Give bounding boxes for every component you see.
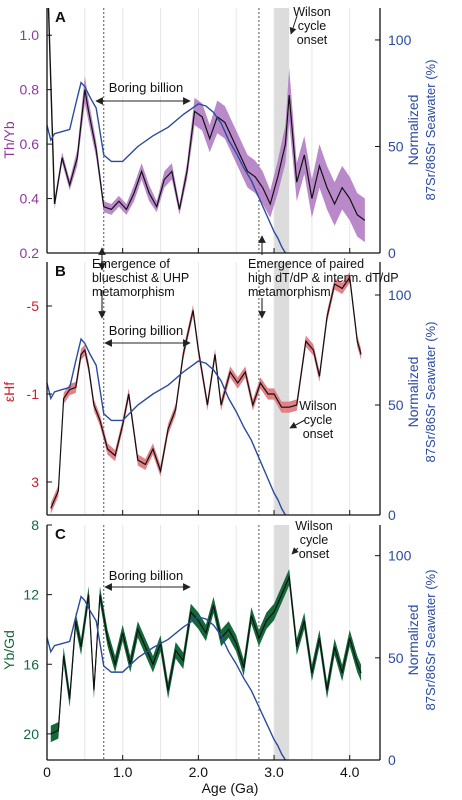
emergence-right: Emergence of paired high dT/dP & interm.… xyxy=(248,235,399,319)
y2-tick-label: 50 xyxy=(388,138,404,154)
right-axis-title-line2: 87Sr/86Sr Seawater (%) xyxy=(423,322,438,463)
emergence-right-line3: metamorphism xyxy=(248,285,331,299)
wilson-line3: onset xyxy=(297,33,328,47)
y2-tick-label: 100 xyxy=(388,548,412,564)
x-axis-title: Age (Ga) xyxy=(202,780,259,796)
right-axis-title-line2: 87Sr/86Sr Seawater (%) xyxy=(423,570,438,711)
right-axis-title-line1: Normalized xyxy=(405,95,421,166)
y2-tick-label: 50 xyxy=(388,397,404,413)
y-tick-label: 1.0 xyxy=(20,27,40,43)
x-tick-label: 3.0 xyxy=(264,764,284,780)
boring-billion-a: Boring billion xyxy=(95,80,191,105)
wilson-line3: onset xyxy=(299,547,330,561)
y-axis-title: Th/Yb xyxy=(1,121,17,159)
boring-billion-label: Boring billion xyxy=(109,568,183,583)
y-axis-title: εHf xyxy=(1,382,17,402)
x-tick-label: 0 xyxy=(43,764,51,780)
panel-letter: C xyxy=(55,526,66,543)
right-axis-title-line2: 87Sr/86Sr Seawater (%) xyxy=(423,60,438,201)
wilson-shaded-region xyxy=(274,262,290,515)
wilson-annotation-a: Wilson cycle onset xyxy=(289,5,331,47)
emergence-left: Emergence of blueschist & UHP metamorphi… xyxy=(92,247,189,319)
wilson-line1: Wilson xyxy=(299,399,337,413)
y-tick-label: -1 xyxy=(27,386,40,402)
boring-billion-c: Boring billion xyxy=(104,568,191,591)
data-line xyxy=(53,89,366,221)
panel-letter: B xyxy=(55,263,66,280)
emergence-right-line2: high dT/dP & interm. dT/dP xyxy=(248,271,399,285)
y-axis-title: Yb/Gd xyxy=(1,630,17,670)
y-tick-label: 3 xyxy=(31,474,39,490)
uncertainty-band xyxy=(54,67,365,243)
wilson-line3: onset xyxy=(303,427,334,441)
seawater-sr-line xyxy=(46,337,287,516)
y-tick-label: 0.2 xyxy=(20,245,40,261)
right-axis-title-a: Normalized 87Sr/86Sr Seawater (%) xyxy=(405,60,438,201)
panel-letter: A xyxy=(55,9,66,26)
boring-billion-b: Boring billion xyxy=(104,323,191,347)
x-tick-label: 1.0 xyxy=(113,764,133,780)
seawater-sr-line xyxy=(46,595,286,761)
right-axis-title-line1: Normalized xyxy=(405,605,421,676)
panel-c: 0 1.0 2.0 3.0 4.0 8 12 16 20 0 50 100 C Yb/Gd xyxy=(1,517,412,780)
right-axis-title-line1: Normalized xyxy=(405,357,421,428)
y-tick-label: 0.6 xyxy=(20,136,40,152)
y2-tick-label: 50 xyxy=(388,650,404,666)
seawater-sr-line xyxy=(46,81,287,254)
right-axis-title-c: Normalized 87Sr/86Sr Seawater (%) xyxy=(405,570,438,711)
y2-tick-label: 100 xyxy=(388,287,412,303)
data-line-tail xyxy=(47,7,56,205)
uncertainty-band xyxy=(50,568,362,743)
emergence-left-line2: blueschist & UHP xyxy=(92,271,189,285)
wilson-shaded-region xyxy=(274,525,290,760)
right-axis-title-b: Normalized 87Sr/86Sr Seawater (%) xyxy=(405,322,438,463)
data-line xyxy=(50,275,362,509)
y-tick-label: 12 xyxy=(23,587,39,603)
y-tick-label: -5 xyxy=(27,298,40,314)
wilson-line2: cycle xyxy=(298,19,327,33)
y2-tick-label: 0 xyxy=(388,507,396,523)
emergence-left-line1: Emergence of xyxy=(92,257,170,271)
y-tick-label: 8 xyxy=(31,517,39,533)
y2-tick-label: 0 xyxy=(388,245,396,261)
x-tick-label: 2.0 xyxy=(189,764,209,780)
panel-a: 0.2 0.4 0.6 0.8 1.0 0 50 100 A Th/Yb xyxy=(1,7,412,261)
boring-billion-label: Boring billion xyxy=(109,80,183,95)
y-tick-label: 20 xyxy=(23,726,39,742)
y2-tick-label: 100 xyxy=(388,32,412,48)
data-line xyxy=(50,574,362,735)
y-tick-label: 16 xyxy=(23,656,39,672)
wilson-line2: cycle xyxy=(304,413,333,427)
emergence-left-line3: metamorphism xyxy=(92,285,175,299)
y2-tick-label: 0 xyxy=(388,752,396,768)
wilson-line1: Wilson xyxy=(293,5,331,19)
boring-billion-label: Boring billion xyxy=(109,323,183,338)
y-tick-label: 0.8 xyxy=(20,82,40,98)
wilson-annotation-c: Wilson cycle onset xyxy=(291,519,333,561)
emergence-right-line1: Emergence of paired xyxy=(248,257,364,271)
y-tick-label: 0.4 xyxy=(20,191,40,207)
wilson-line1: Wilson xyxy=(295,519,333,533)
wilson-line2: cycle xyxy=(300,533,329,547)
x-tick-label: 4.0 xyxy=(340,764,360,780)
wilson-annotation-b: Wilson cycle onset xyxy=(289,399,337,441)
